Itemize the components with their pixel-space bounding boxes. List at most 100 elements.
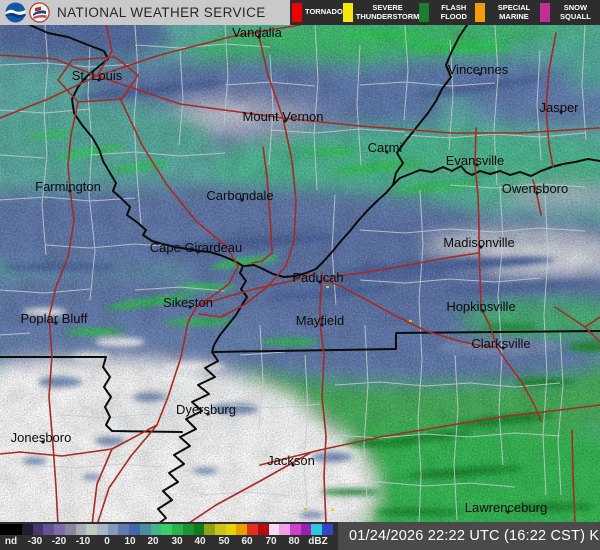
scale-tick: 40	[194, 536, 206, 547]
legend-label: SNOW SQUALL	[560, 3, 591, 21]
city-label: Clarksville	[471, 336, 530, 351]
scale-segment	[311, 524, 323, 535]
scale-segment	[322, 524, 333, 535]
city-label: Dyersburg	[176, 402, 236, 417]
radar-map: Vandalia St. Louis Vincennes Mount Vernon Ja…	[0, 25, 600, 550]
header: NATIONAL WEATHER SERVICE TORNADO SEVERE T…	[0, 0, 600, 25]
scale-segment	[97, 524, 108, 535]
legend-swatch-icon	[292, 3, 302, 22]
scale-segment	[64, 524, 76, 535]
city-label: Mayfield	[296, 313, 344, 328]
city-dot	[559, 110, 563, 114]
city-label: Carbondale	[206, 188, 273, 203]
city-label: Evansville	[446, 153, 505, 168]
city-label: Mount Vernon	[243, 109, 324, 124]
legend-item-tornado: TORNADO	[292, 3, 343, 22]
scale-segment	[75, 524, 87, 535]
agency-title: NATIONAL WEATHER SERVICE	[57, 5, 266, 20]
city-dot	[240, 198, 244, 202]
scale-segment	[0, 524, 22, 535]
legend-label: TORNADO	[305, 7, 343, 17]
grain-light-overlay	[0, 25, 600, 550]
scale-segment	[107, 524, 119, 535]
scale-tick: 70	[265, 536, 277, 547]
city-dot	[506, 510, 510, 514]
city-label: Jasper	[539, 100, 579, 115]
city-dot	[206, 412, 210, 416]
noaa-logo	[5, 2, 26, 23]
city-dot	[97, 78, 101, 82]
bottom-bar: nd -30 -20 -10 0 10 20 30 40 50 60 70 80 dBZ 01/24/20…	[0, 522, 600, 550]
reflectivity-scale: nd -30 -20 -10 0 10 20 30 40 50 60 70 80 dBZ	[0, 522, 338, 550]
radar-echo-field	[0, 25, 600, 550]
scale-tick: 80	[288, 536, 300, 547]
city-label: Jonesboro	[11, 430, 72, 445]
scale-segment	[129, 524, 140, 535]
ohio-river-west-border	[244, 184, 394, 278]
scale-segment	[204, 524, 215, 535]
city-label: Vincennes	[448, 62, 509, 77]
city-dot	[501, 346, 505, 350]
city-dot	[68, 189, 72, 193]
scale-segment	[225, 524, 237, 535]
city-label: Sikeston	[163, 295, 213, 310]
city-label: Vandalia	[232, 25, 282, 40]
scale-segment	[43, 524, 55, 535]
city-label: Farmington	[35, 179, 101, 194]
scale-segment	[54, 524, 65, 535]
legend-item-snow-squall: SNOW SQUALL	[539, 3, 598, 22]
scale-segment	[279, 524, 290, 535]
scale-segment	[268, 524, 280, 535]
scale-segment	[289, 524, 301, 535]
legend-label: FLASH FLOOD	[440, 3, 467, 21]
scale-segment	[214, 524, 226, 535]
nws-logo	[29, 2, 50, 23]
scale-tick: 60	[241, 536, 253, 547]
legend-item-flash-flood: FLASH FLOOD	[419, 3, 475, 22]
legend-swatch-icon	[475, 3, 486, 22]
scale-segment	[150, 524, 162, 535]
city-dot	[291, 463, 295, 467]
timestamp-text: 01/24/2026 22:22 UTC (16:22 CST) KPAH	[349, 528, 600, 544]
warning-legend: TORNADO SEVERE THUNDERSTORM FLASH FLOOD SPE…	[290, 0, 600, 25]
scale-segment	[32, 524, 44, 535]
ky-tn-border	[212, 330, 600, 353]
mo-ar-bootheel-border	[0, 356, 183, 433]
state-borders	[0, 25, 600, 550]
city-dot	[283, 119, 287, 123]
scale-tick: 50	[218, 536, 230, 547]
county-lines	[0, 25, 587, 526]
city-dot	[318, 280, 322, 284]
city-labels: Vandalia St. Louis Vincennes Mount Vernon Ja…	[11, 25, 580, 515]
legend-swatch-icon	[539, 3, 550, 22]
scale-tick: 30	[171, 536, 183, 547]
scale-segment	[172, 524, 183, 535]
scale-segment	[182, 524, 194, 535]
legend-item-severe-thunderstorm: SEVERE THUNDERSTORM	[342, 3, 420, 22]
scale-tick: 10	[124, 536, 136, 547]
legend-swatch-icon	[342, 3, 353, 22]
color-scale-bar	[0, 524, 333, 535]
scale-tick: nd	[4, 536, 18, 547]
scale-tick: -20	[51, 536, 67, 547]
brand-area: NATIONAL WEATHER SERVICE	[0, 0, 290, 25]
city-dot	[54, 321, 58, 325]
city-dot	[41, 440, 45, 444]
radar-svg: Vandalia St. Louis Vincennes Mount Vernon Ja…	[0, 25, 600, 550]
scale-segment	[161, 524, 173, 535]
city-label: St. Louis	[72, 68, 123, 83]
legend-label: SEVERE THUNDERSTORM	[355, 3, 420, 21]
city-dot	[320, 323, 324, 327]
scale-segment	[22, 524, 33, 535]
city-label: Cape Girardeau	[150, 240, 243, 255]
scale-segment	[193, 524, 205, 535]
city-dot	[188, 305, 192, 309]
scale-segment	[300, 524, 312, 535]
ohio-river-east-border	[392, 158, 600, 186]
city-dot	[535, 191, 539, 195]
legend-label: SPECIAL MARINE	[497, 3, 531, 21]
city-dot	[385, 150, 389, 154]
city-dot	[481, 309, 485, 313]
scale-segment	[86, 524, 98, 535]
